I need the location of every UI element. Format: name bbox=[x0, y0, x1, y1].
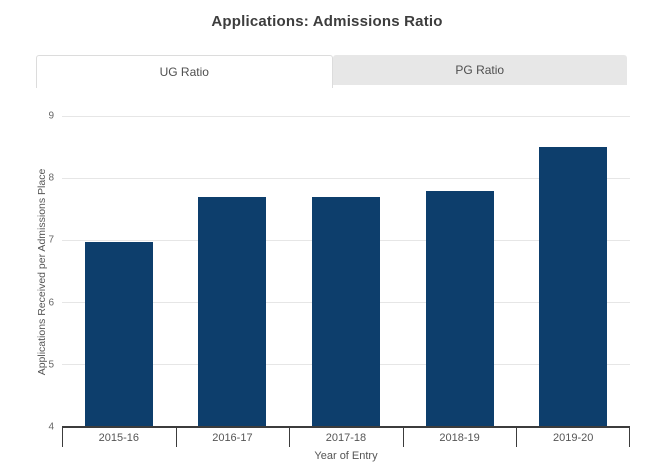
bar-2015-16[interactable] bbox=[85, 242, 153, 427]
x-tick-label: 2017-18 bbox=[325, 432, 367, 444]
x-tick-label: 2018-19 bbox=[439, 432, 480, 444]
tab-ug-ratio-label: UG Ratio bbox=[159, 65, 209, 79]
y-gridline bbox=[62, 115, 630, 117]
x-tick-mark bbox=[403, 427, 404, 447]
x-tick-label: 2015-16 bbox=[98, 432, 139, 444]
bar-chart: Applications Received per Admissions Pla… bbox=[0, 88, 654, 467]
x-tick-mark bbox=[516, 427, 517, 447]
x-tick-mark bbox=[289, 427, 290, 447]
y-tick-label: 4 bbox=[48, 421, 54, 433]
tab-bar: UG Ratio PG Ratio bbox=[36, 55, 627, 88]
x-tick-mark bbox=[629, 427, 630, 447]
bar-2019-20[interactable] bbox=[539, 147, 607, 427]
tab-pg-ratio-label: PG Ratio bbox=[455, 63, 505, 77]
y-axis-title: Applications Received per Admissions Pla… bbox=[36, 168, 48, 376]
tab-ug-ratio[interactable]: UG Ratio bbox=[36, 55, 333, 88]
bar-2018-19[interactable] bbox=[426, 190, 494, 427]
y-tick-label: 5 bbox=[48, 359, 54, 371]
y-gridline bbox=[62, 177, 630, 179]
x-tick-label: 2016-17 bbox=[212, 432, 253, 444]
page-title: Applications: Admissions Ratio bbox=[211, 13, 443, 30]
y-tick-label: 6 bbox=[48, 297, 54, 309]
x-tick-mark bbox=[176, 427, 177, 447]
y-tick-label: 7 bbox=[48, 234, 54, 246]
x-tick-mark bbox=[62, 427, 63, 447]
bar-2017-18[interactable] bbox=[312, 196, 380, 427]
x-axis-line bbox=[62, 426, 630, 428]
x-axis-title: Year of Entry bbox=[314, 450, 378, 462]
bar-2016-17[interactable] bbox=[198, 196, 266, 427]
plot-area: 4 5 6 7 8 9 2015-16 2016-17 2017-18 2018-19 2019-2… bbox=[48, 111, 630, 447]
tab-pg-ratio[interactable]: PG Ratio bbox=[332, 55, 627, 85]
y-tick-label: 8 bbox=[48, 172, 54, 184]
y-tick-label: 9 bbox=[48, 110, 54, 122]
x-tick-label: 2019-20 bbox=[553, 432, 594, 444]
